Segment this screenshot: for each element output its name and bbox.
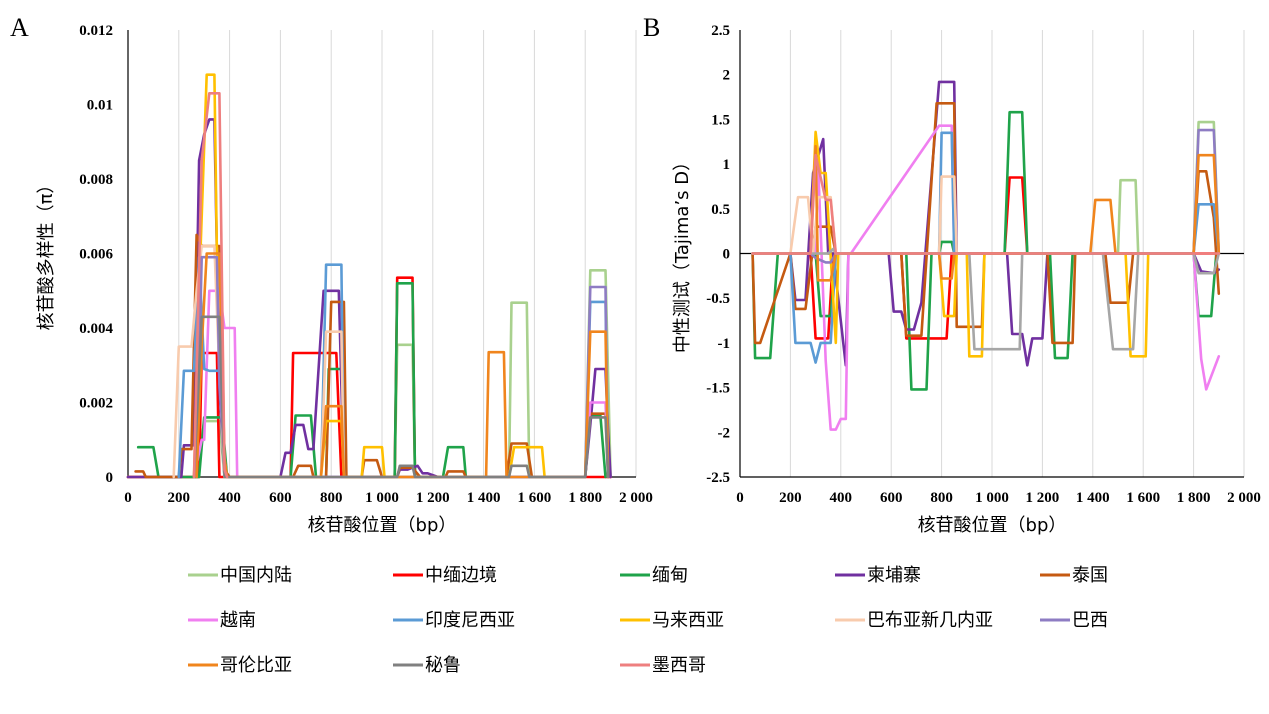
legend-item: 越南 bbox=[188, 610, 256, 631]
y-tick-label: 0 bbox=[723, 247, 731, 263]
legend-item: 泰国 bbox=[1040, 565, 1108, 586]
x-axis-title: 核苷酸位置（bp） bbox=[918, 515, 1067, 536]
x-tick-label: 800 bbox=[320, 490, 343, 506]
y-axis-title: 中性测试（Tajima’s D） bbox=[672, 153, 693, 353]
legend-label: 秘鲁 bbox=[425, 655, 461, 676]
series-line bbox=[192, 315, 610, 479]
legend-label: 巴布亚新几内亚 bbox=[867, 610, 993, 631]
x-tick-label: 0 bbox=[124, 490, 132, 506]
legend-label: 缅甸 bbox=[652, 565, 688, 586]
y-tick-label: 0.002 bbox=[79, 396, 113, 412]
legend-item: 中缅边境 bbox=[393, 565, 497, 586]
x-tick-label: 1 400 bbox=[1076, 490, 1110, 506]
y-tick-label: -2.5 bbox=[706, 470, 730, 486]
legend-label: 柬埔寨 bbox=[867, 565, 921, 586]
legend-item: 中国内陆 bbox=[188, 565, 292, 586]
series-line bbox=[192, 73, 546, 479]
panel-letter: B bbox=[643, 13, 660, 42]
y-axis-title: 核苷酸多样性（π） bbox=[36, 176, 57, 331]
series-line bbox=[751, 128, 1221, 264]
series-line bbox=[751, 80, 1221, 367]
y-tick-label: -1 bbox=[718, 336, 731, 352]
legend-label: 越南 bbox=[220, 610, 256, 631]
x-tick-label: 1 600 bbox=[1126, 490, 1160, 506]
x-tick-label: 200 bbox=[779, 490, 802, 506]
y-tick-label: 0.012 bbox=[79, 23, 113, 39]
x-tick-label: 200 bbox=[168, 490, 191, 506]
x-tick-label: 2 000 bbox=[1227, 490, 1261, 506]
panel-letter: A bbox=[10, 13, 29, 42]
legend-label: 巴西 bbox=[1072, 610, 1108, 631]
x-tick-label: 1 000 bbox=[365, 490, 399, 506]
series-line bbox=[195, 252, 610, 479]
y-tick-label: -1.5 bbox=[706, 381, 730, 397]
y-tick-label: -0.5 bbox=[706, 291, 730, 307]
x-tick-label: 1 000 bbox=[975, 490, 1009, 506]
legend-label: 中缅边境 bbox=[425, 565, 497, 586]
series-line bbox=[751, 153, 1221, 255]
panel-b: 2.5 2 1.5 1 0.5 0 -0.5 -1 -1.5 -2 -2.5 0 200 400 600 80… bbox=[643, 13, 1261, 536]
x-tick-label: 400 bbox=[830, 490, 853, 506]
series-line bbox=[195, 255, 610, 479]
legend-item: 柬埔寨 bbox=[835, 565, 921, 586]
panel-a: 0 0.002 0.004 0.006 0.008 0.01 0.012 0 200 400 600… bbox=[10, 13, 653, 536]
y-tick-label: 0.004 bbox=[79, 321, 113, 337]
x-axis-title: 核苷酸位置（bp） bbox=[308, 515, 457, 536]
x-tick-label: 1 200 bbox=[416, 490, 450, 506]
legend-label: 泰国 bbox=[1072, 565, 1108, 586]
legend-label: 哥伦比亚 bbox=[220, 655, 292, 676]
x-tick-label: 1 200 bbox=[1026, 490, 1060, 506]
legend-item: 马来西亚 bbox=[620, 610, 724, 631]
y-tick-label: 2.5 bbox=[711, 23, 730, 39]
y-tick-label: 2 bbox=[723, 68, 731, 84]
x-tick-label: 1 600 bbox=[518, 490, 552, 506]
legend-label: 中国内陆 bbox=[220, 565, 292, 586]
x-tick-label: 600 bbox=[269, 490, 292, 506]
x-tick-label: 0 bbox=[736, 490, 744, 506]
series-line bbox=[751, 176, 1221, 340]
x-tick-label: 2 000 bbox=[619, 490, 653, 506]
legend-item: 印度尼西亚 bbox=[393, 610, 515, 631]
legend-item: 巴西 bbox=[1040, 610, 1108, 631]
series-line bbox=[172, 244, 346, 479]
series-line bbox=[751, 110, 1218, 391]
legend-item: 哥伦比亚 bbox=[188, 655, 292, 676]
legend-item: 缅甸 bbox=[620, 565, 688, 586]
y-tick-label: -2 bbox=[718, 425, 731, 441]
legend-label: 印度尼西亚 bbox=[425, 610, 515, 631]
legend-item: 墨西哥 bbox=[620, 655, 706, 676]
y-tick-label: 1 bbox=[723, 157, 731, 173]
y-tick-label: 0.01 bbox=[87, 98, 113, 114]
y-tick-label: 0.5 bbox=[711, 202, 730, 218]
legend-label: 墨西哥 bbox=[652, 655, 706, 676]
x-tick-label: 1 800 bbox=[1177, 490, 1211, 506]
y-tick-label: 0 bbox=[106, 470, 114, 486]
y-tick-label: 0.008 bbox=[79, 172, 113, 188]
series-line bbox=[192, 92, 229, 479]
legend-item: 巴布亚新几内亚 bbox=[835, 610, 993, 631]
x-tick-label: 1 800 bbox=[568, 490, 602, 506]
series-line bbox=[177, 255, 610, 479]
y-tick-label: 1.5 bbox=[711, 112, 730, 128]
x-tick-label: 600 bbox=[880, 490, 903, 506]
x-tick-label: 800 bbox=[930, 490, 953, 506]
x-tick-label: 1 400 bbox=[467, 490, 501, 506]
series-line bbox=[136, 281, 607, 479]
legend-item: 秘鲁 bbox=[393, 655, 461, 676]
y-tick-label: 0.006 bbox=[79, 247, 113, 263]
legend-label: 马来西亚 bbox=[652, 610, 724, 631]
x-tick-label: 400 bbox=[218, 490, 241, 506]
series-line bbox=[192, 289, 610, 479]
